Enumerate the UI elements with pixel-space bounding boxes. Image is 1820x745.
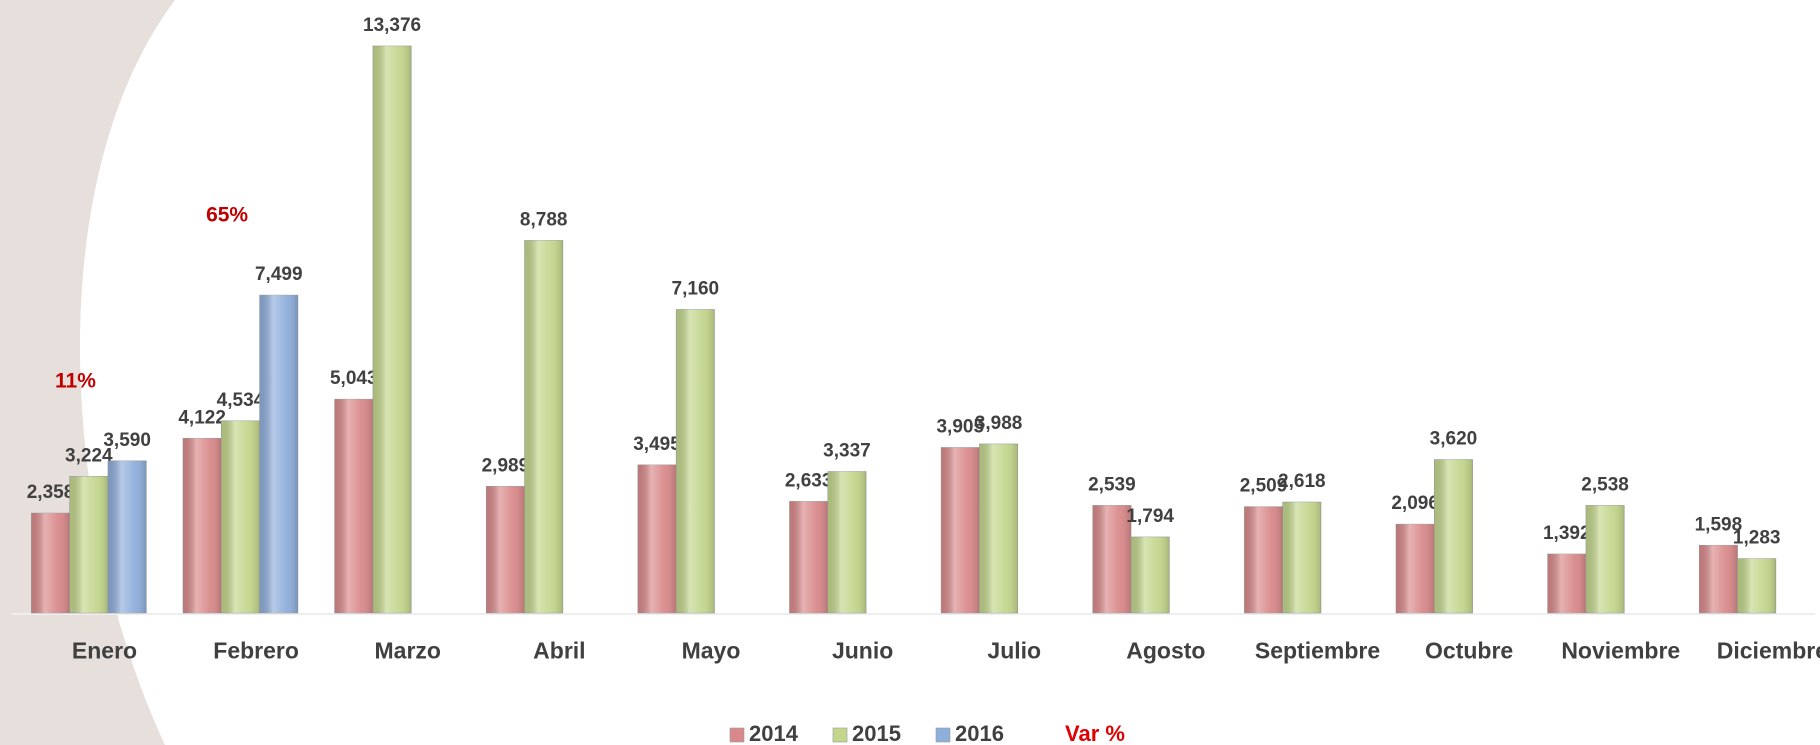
bar-shine bbox=[524, 240, 563, 613]
value-label: 1,598 bbox=[1695, 514, 1743, 535]
legend-swatch bbox=[832, 727, 848, 743]
bar-shine bbox=[789, 501, 828, 613]
bar-shine bbox=[221, 420, 260, 613]
value-label: 3,495 bbox=[633, 434, 681, 455]
bar-shine bbox=[1244, 506, 1283, 613]
value-label: 7,499 bbox=[255, 264, 303, 285]
bar-shine bbox=[1737, 558, 1776, 613]
value-label: 3,988 bbox=[975, 413, 1023, 434]
x-tick-label: Mayo bbox=[682, 638, 741, 664]
legend-label: 2016 bbox=[955, 721, 1004, 745]
bar-shine bbox=[1282, 502, 1321, 613]
annotation: 65% bbox=[206, 204, 248, 227]
bar-shine bbox=[1699, 545, 1738, 613]
x-tick-label: Diciembre bbox=[1717, 638, 1820, 664]
legend-note: Var % bbox=[1065, 721, 1125, 745]
bar-shine bbox=[1585, 505, 1625, 613]
bar-shine bbox=[941, 447, 980, 613]
legend-label: 2014 bbox=[749, 721, 799, 745]
bar-shine bbox=[827, 471, 867, 613]
bar-shine bbox=[107, 460, 147, 613]
bar-shine bbox=[69, 476, 108, 613]
x-tick-label: Octubre bbox=[1425, 638, 1513, 664]
value-label: 3,620 bbox=[1430, 429, 1478, 450]
bar-shine bbox=[637, 464, 677, 613]
value-label: 3,337 bbox=[823, 441, 871, 462]
x-tick-label: Abril bbox=[533, 638, 585, 664]
value-label: 3,224 bbox=[65, 445, 113, 466]
x-tick-label: Febrero bbox=[213, 638, 299, 664]
bar-shine bbox=[31, 513, 70, 613]
x-tick-label: Marzo bbox=[375, 638, 441, 664]
legend-label: 2015 bbox=[852, 721, 901, 745]
bar-shine bbox=[676, 309, 715, 613]
legend-swatch bbox=[935, 727, 951, 743]
bar-shine bbox=[1547, 553, 1586, 613]
bar-shine bbox=[1092, 505, 1132, 613]
annotation: 11% bbox=[55, 369, 96, 392]
value-label: 4,122 bbox=[178, 407, 226, 428]
bar-shine bbox=[979, 443, 1018, 613]
value-label: 4,534 bbox=[217, 390, 265, 411]
value-label: 2,538 bbox=[1581, 474, 1629, 495]
value-label: 2,989 bbox=[482, 455, 530, 476]
bar-shine bbox=[334, 399, 373, 613]
value-label: 2,633 bbox=[785, 470, 833, 491]
value-label: 13,376 bbox=[363, 15, 421, 36]
value-label: 1,392 bbox=[1543, 523, 1591, 544]
value-label: 3,590 bbox=[103, 430, 151, 451]
value-label: 3,905 bbox=[936, 416, 984, 437]
bar-shine bbox=[1395, 524, 1435, 613]
value-label: 2,618 bbox=[1278, 471, 1326, 492]
value-label: 5,043 bbox=[330, 368, 378, 389]
bar-shine bbox=[486, 486, 525, 613]
x-tick-label: Septiembre bbox=[1255, 638, 1380, 664]
value-label: 2,096 bbox=[1391, 493, 1439, 514]
bar-shine bbox=[182, 438, 222, 613]
value-label: 7,160 bbox=[672, 278, 720, 299]
legend-swatch bbox=[729, 727, 745, 743]
value-label: 1,794 bbox=[1126, 506, 1174, 527]
x-tick-label: Agosto bbox=[1126, 638, 1205, 664]
x-tick-label: Noviembre bbox=[1561, 638, 1680, 664]
value-label: 2,539 bbox=[1088, 474, 1136, 495]
x-tick-label: Junio bbox=[832, 638, 893, 664]
bar-shine bbox=[372, 45, 412, 614]
bar-shine bbox=[1131, 536, 1170, 613]
bar-shine bbox=[259, 295, 298, 613]
value-label: 1,283 bbox=[1733, 528, 1781, 549]
value-label: 8,788 bbox=[520, 209, 568, 230]
value-label: 2,358 bbox=[27, 482, 75, 503]
bar-shine bbox=[1434, 459, 1473, 613]
x-tick-label: Enero bbox=[72, 638, 137, 664]
x-tick-label: Julio bbox=[987, 638, 1041, 664]
value-label: 2,509 bbox=[1240, 476, 1288, 497]
